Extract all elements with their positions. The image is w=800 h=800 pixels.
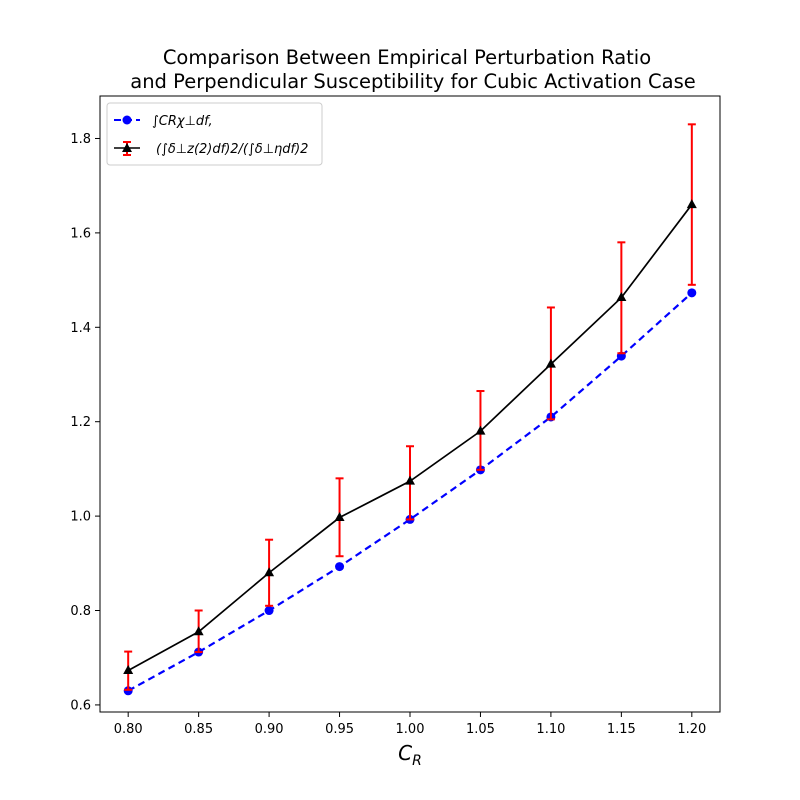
series-layer — [123, 123, 697, 696]
series-2-point-0 — [123, 664, 134, 674]
y-tick-label-1: 0.8 — [70, 604, 91, 619]
x-tick-label-4: 1.00 — [396, 722, 425, 737]
series-1-point-8 — [687, 288, 697, 298]
series-2-point-5 — [475, 425, 486, 435]
x-tick-label-1: 0.85 — [184, 722, 213, 737]
series-2-line — [127, 204, 693, 672]
series-2-point-2 — [264, 567, 275, 577]
plot-frame — [99, 95, 721, 713]
y-tick-label-3: 1.2 — [70, 415, 91, 430]
x-tick-label-6: 1.10 — [536, 722, 565, 737]
legend-box — [106, 102, 323, 166]
legend-marker-series-1 — [122, 115, 132, 125]
x-tick-label-5: 1.05 — [466, 722, 495, 737]
axes: 0.80 0.85 0.90 0.95 1.00 1.05 1.10 1.15 1.20 0.6 0… — [70, 132, 706, 737]
x-tick-label-2: 0.90 — [255, 722, 284, 737]
series-1-point-3 — [335, 562, 345, 572]
series-1-point-2 — [264, 606, 274, 616]
legend-marker-series-2 — [122, 143, 132, 152]
x-axis-label-main: C — [398, 741, 412, 765]
series-2-point-3 — [334, 512, 345, 522]
y-tick-label-4: 1.4 — [70, 321, 91, 336]
y-tick-label-6: 1.8 — [70, 132, 91, 147]
series-1-line — [127, 292, 693, 692]
series-2-point-4 — [405, 475, 415, 485]
series-2-point-8 — [686, 199, 697, 209]
x-tick-label-7: 1.15 — [607, 722, 636, 737]
y-tick-label-0: 0.6 — [70, 698, 91, 713]
series-2-point-1 — [193, 626, 204, 636]
legend-label-series-1: ∫CRχ⊥df, — [152, 114, 213, 129]
chart-title-line2: and Perpendicular Susceptibility for Cub… — [130, 70, 695, 93]
x-tick-label-0: 0.80 — [114, 722, 143, 737]
series-2-point-6 — [545, 358, 556, 368]
x-tick-label-8: 1.20 — [677, 722, 706, 737]
x-axis-label: CR — [398, 741, 422, 769]
y-tick-label-2: 1.0 — [70, 510, 91, 525]
chart-title-line1: Comparison Between Empirical Perturbatio… — [163, 46, 651, 69]
legend-label-series-2: (∫δ⊥z(2)df)2/(∫δ⊥ηdf)2 — [156, 142, 308, 157]
x-tick-label-3: 0.95 — [325, 722, 354, 737]
x-axis-label-sub: R — [412, 753, 422, 769]
legend: ∫CRχ⊥df, (∫δ⊥z(2)df)2/(∫δ⊥ηdf)2 — [106, 102, 323, 166]
series-2-point-7 — [616, 292, 627, 302]
y-tick-label-5: 1.6 — [70, 226, 91, 241]
